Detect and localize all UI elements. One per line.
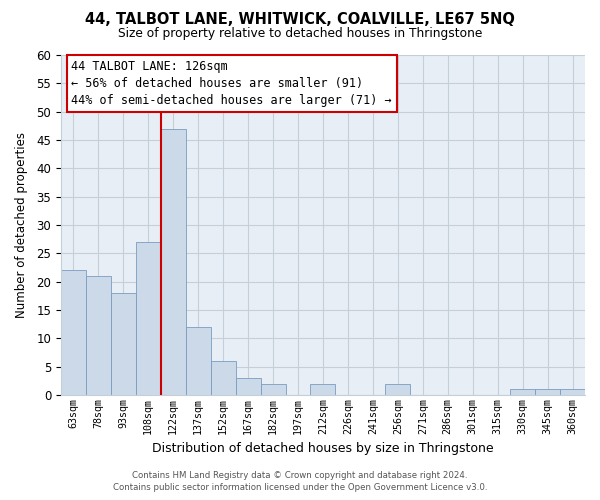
Text: 44, TALBOT LANE, WHITWICK, COALVILLE, LE67 5NQ: 44, TALBOT LANE, WHITWICK, COALVILLE, LE… [85, 12, 515, 28]
X-axis label: Distribution of detached houses by size in Thringstone: Distribution of detached houses by size … [152, 442, 494, 455]
Y-axis label: Number of detached properties: Number of detached properties [15, 132, 28, 318]
Bar [111, 293, 136, 395]
Bar [161, 128, 186, 395]
Bar [510, 389, 535, 395]
Text: Size of property relative to detached houses in Thringstone: Size of property relative to detached ho… [118, 28, 482, 40]
Bar [535, 389, 560, 395]
Bar [61, 270, 86, 395]
Bar [236, 378, 260, 395]
Bar [260, 384, 286, 395]
Bar [136, 242, 161, 395]
Bar [186, 327, 211, 395]
Bar [86, 276, 111, 395]
Bar [560, 389, 585, 395]
Text: Contains HM Land Registry data © Crown copyright and database right 2024.
Contai: Contains HM Land Registry data © Crown c… [113, 471, 487, 492]
Text: 44 TALBOT LANE: 126sqm
← 56% of detached houses are smaller (91)
44% of semi-det: 44 TALBOT LANE: 126sqm ← 56% of detached… [71, 60, 392, 107]
Bar [211, 361, 236, 395]
Bar [310, 384, 335, 395]
Bar [385, 384, 410, 395]
